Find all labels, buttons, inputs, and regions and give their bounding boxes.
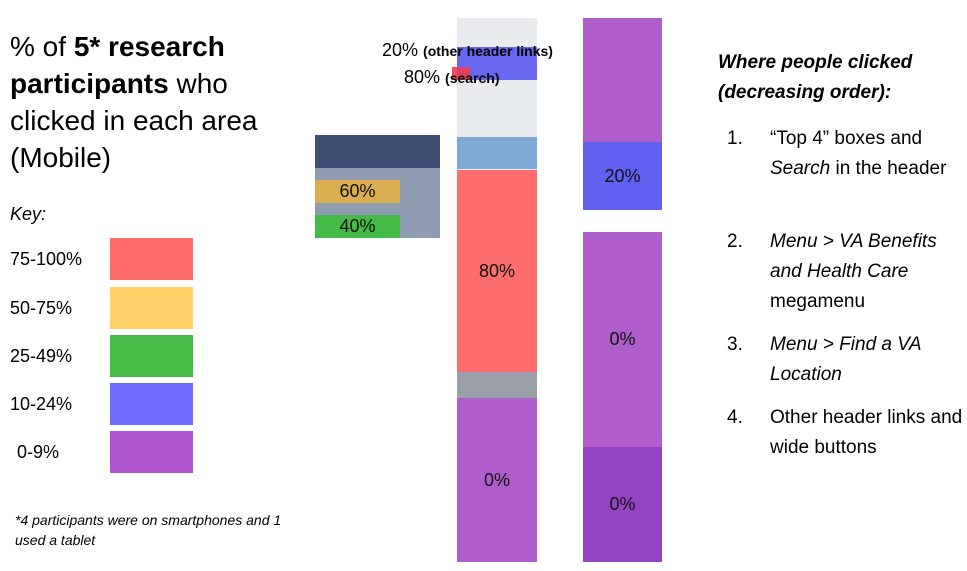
list-segment: Search (770, 158, 831, 179)
key-swatch (110, 335, 193, 377)
key-swatch (110, 383, 193, 425)
overlay (452, 67, 470, 80)
list-number: 1. (727, 128, 743, 149)
screenshot-header (315, 135, 440, 168)
list-heading: Where people clicked (decreasing order): (718, 52, 913, 103)
photo-strip (457, 372, 537, 398)
label-note: (other header links) (423, 43, 553, 59)
list-segment: Menu > Find a VA Location (770, 334, 921, 385)
overlay (583, 18, 662, 142)
slide-title: % of 5* research participants who clicke… (10, 28, 300, 176)
list-text: Menu > Find a VA Location (770, 330, 967, 390)
list-segment: “Top 4” boxes and (770, 128, 923, 149)
key-swatch (110, 431, 193, 473)
label-value: 80% (404, 67, 441, 87)
key-label: Key: (10, 204, 47, 224)
list-number: 4. (727, 407, 743, 428)
list-segment: megamenu (770, 291, 866, 312)
list-number: 2. (727, 231, 743, 252)
list-segment: in the header (830, 158, 947, 179)
key-swatch (110, 287, 193, 329)
title-part: who clicked in each area (Mobile) (10, 68, 258, 173)
label-value: 20% (382, 40, 419, 60)
overlay: 80% (457, 170, 537, 372)
overlay (457, 47, 537, 80)
hero-box (457, 137, 537, 169)
list-segment: Other header links and wide buttons (770, 407, 963, 458)
overlay: 0% (583, 232, 662, 447)
key-range: 0-9% (17, 442, 60, 462)
overlay: 40% (315, 215, 400, 238)
list-text: “Top 4” boxes and Search in the header (770, 124, 967, 184)
key-range: 10-24% (10, 394, 73, 414)
list-text: Other header links and wide buttons (770, 403, 967, 463)
list-number: 3. (727, 334, 743, 355)
header-label: 20% (other header links) (382, 40, 553, 61)
label-note: (search) (445, 70, 500, 86)
key-range: 50-75% (10, 298, 73, 318)
overlay: 20% (583, 142, 662, 210)
list-text: Menu > VA Benefits and Health Care megam… (770, 227, 967, 317)
footnote: *4 participants were on smartphones and … (15, 512, 282, 548)
title-part: % of (10, 31, 74, 62)
title-part: 5* research participants (10, 31, 225, 99)
overlay: 60% (315, 180, 400, 203)
key-range: 75-100% (10, 249, 83, 269)
overlay: 0% (457, 398, 537, 562)
list-segment: Menu > VA Benefits and Health Care (770, 231, 937, 282)
key-range: 25-49% (10, 346, 73, 366)
key-swatch (110, 238, 193, 280)
overlay: 0% (583, 447, 662, 562)
header-label: 80% (search) (404, 67, 500, 88)
